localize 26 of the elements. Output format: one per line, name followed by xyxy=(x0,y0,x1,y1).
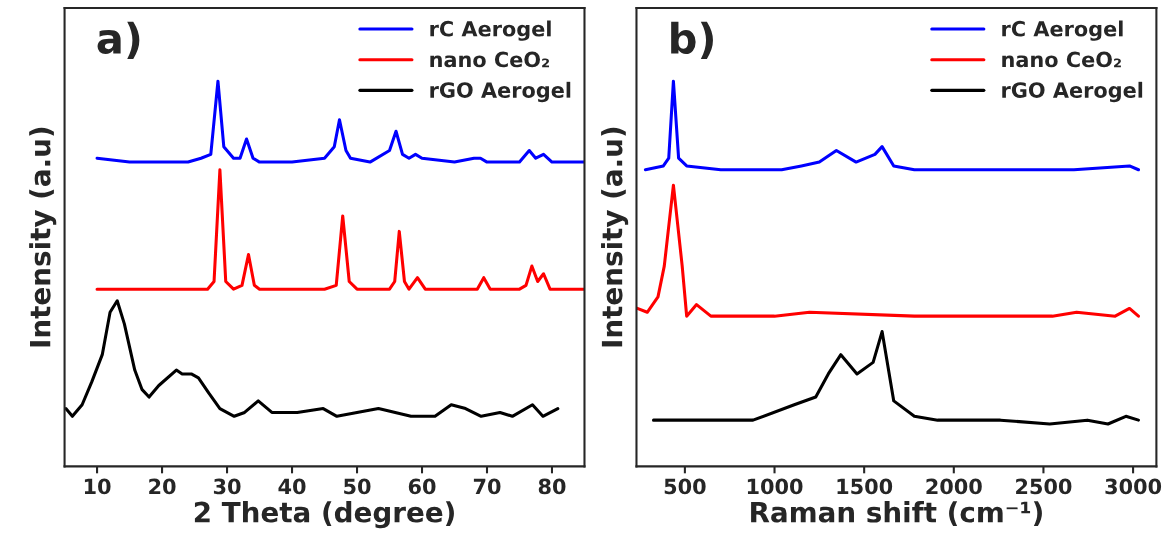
legend-label: rGO Aerogel xyxy=(1002,81,1143,103)
x-tick-label: 30 xyxy=(213,478,241,495)
x-tick-label: 50 xyxy=(344,478,371,495)
x-tick-label: 2500 xyxy=(1016,478,1072,495)
x-tick-label: 1000 xyxy=(747,478,803,495)
legend-label: nano CeO₂ xyxy=(1002,51,1121,68)
y-axis-title: Intensity (a.u) xyxy=(601,127,629,347)
x-tick-label: 1500 xyxy=(837,478,893,495)
x-tick-label: 60 xyxy=(408,478,436,495)
x-tick-label: 20 xyxy=(149,478,176,495)
x-tick-label: 70 xyxy=(473,478,501,495)
legend-label: rC Aerogel xyxy=(430,20,551,41)
text: a) xyxy=(97,21,140,59)
x-axis-title: 2 Theta (degree) xyxy=(194,501,454,529)
legend-label: rC Aerogel xyxy=(1002,20,1123,41)
x-tick-label: 3000 xyxy=(1105,478,1162,495)
x-tick-label: 80 xyxy=(538,478,566,495)
legend-label: nano CeO₂ xyxy=(430,51,549,68)
x-axis-title: Raman shift (cm⁻¹) xyxy=(751,501,1042,526)
x-tick-label: 10 xyxy=(84,478,111,495)
text: b) xyxy=(671,21,713,59)
x-tick-label: 40 xyxy=(278,478,306,495)
x-tick-label: 2000 xyxy=(926,478,982,495)
x-tick-label: 500 xyxy=(664,478,706,495)
y-axis-title: Intensity (a.u) xyxy=(29,127,57,347)
legend-label: rGO Aerogel xyxy=(430,81,571,103)
